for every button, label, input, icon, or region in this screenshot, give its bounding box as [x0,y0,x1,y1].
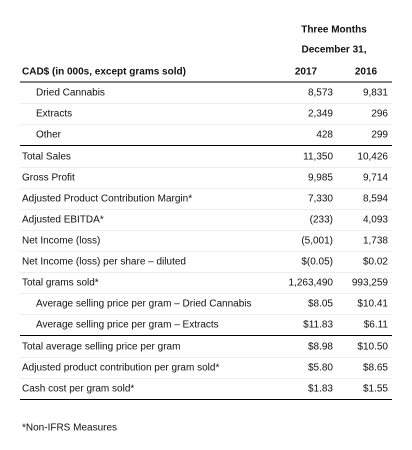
row-label: Adjusted EBITDA* [22,215,104,226]
value-2017: (233) [310,215,333,226]
row-label: Adjusted product contribution per gram s… [22,363,219,374]
row-label: Adjusted Product Contribution Margin* [22,194,192,205]
value-2017: 1,263,490 [289,278,334,289]
value-2017: $11.83 [303,320,333,331]
row-label: Total grams sold* [22,278,99,289]
row-label: Average selling price per gram – Extract… [36,320,219,331]
value-2017: (5,001) [301,236,333,247]
value-2016: 9,831 [363,88,388,99]
column-header: 2017 [295,67,318,78]
row-label: Cash cost per gram sold* [22,384,134,395]
value-2016: $10.50 [357,342,388,353]
value-2016: $1.55 [363,384,388,395]
value-2017: 428 [316,130,333,141]
row-label: Total Sales [22,152,71,163]
value-2017: 11,350 [303,152,333,163]
row-label: Net Income (loss) per share – diluted [22,257,186,268]
value-2016: 9,714 [363,173,388,184]
row-label: Other [36,130,62,141]
row-label: Extracts [36,109,72,120]
value-2017: $5.80 [308,363,333,374]
value-2017: $8.05 [308,299,333,310]
column-header: 2016 [355,67,378,78]
value-2016: 1,738 [363,236,388,247]
row-label: Dried Cannabis [36,88,105,99]
value-2017: $1.83 [308,384,333,395]
value-2016: 10,426 [357,152,388,163]
value-2016: $6.11 [364,320,389,331]
value-2016: 8,594 [363,194,388,205]
value-2016: 299 [371,130,388,141]
period-header: Three Months [301,25,367,36]
column-header: CAD$ (in 000s, except grams sold) [22,67,186,78]
value-2016: $10.41 [357,299,388,310]
value-2017: $8.98 [308,342,333,353]
value-2016: $8.65 [363,363,388,374]
date-header: December 31, [301,45,366,56]
value-2016: 4,093 [363,215,388,226]
footnote: *Non-IFRS Measures [22,423,117,434]
value-2017: 7,330 [308,194,333,205]
value-2016: $0.02 [363,257,388,268]
row-label: Average selling price per gram – Dried C… [36,299,251,310]
value-2017: 2,349 [308,109,333,120]
value-2017: $(0.05) [301,257,333,268]
row-label: Net Income (loss) [22,236,100,247]
value-2017: 9,985 [308,173,333,184]
value-2016: 993,259 [352,278,389,289]
row-label: Gross Profit [22,173,75,184]
value-2017: 8,573 [308,88,333,99]
row-label: Total average selling price per gram [22,342,180,353]
value-2016: 296 [371,109,388,120]
